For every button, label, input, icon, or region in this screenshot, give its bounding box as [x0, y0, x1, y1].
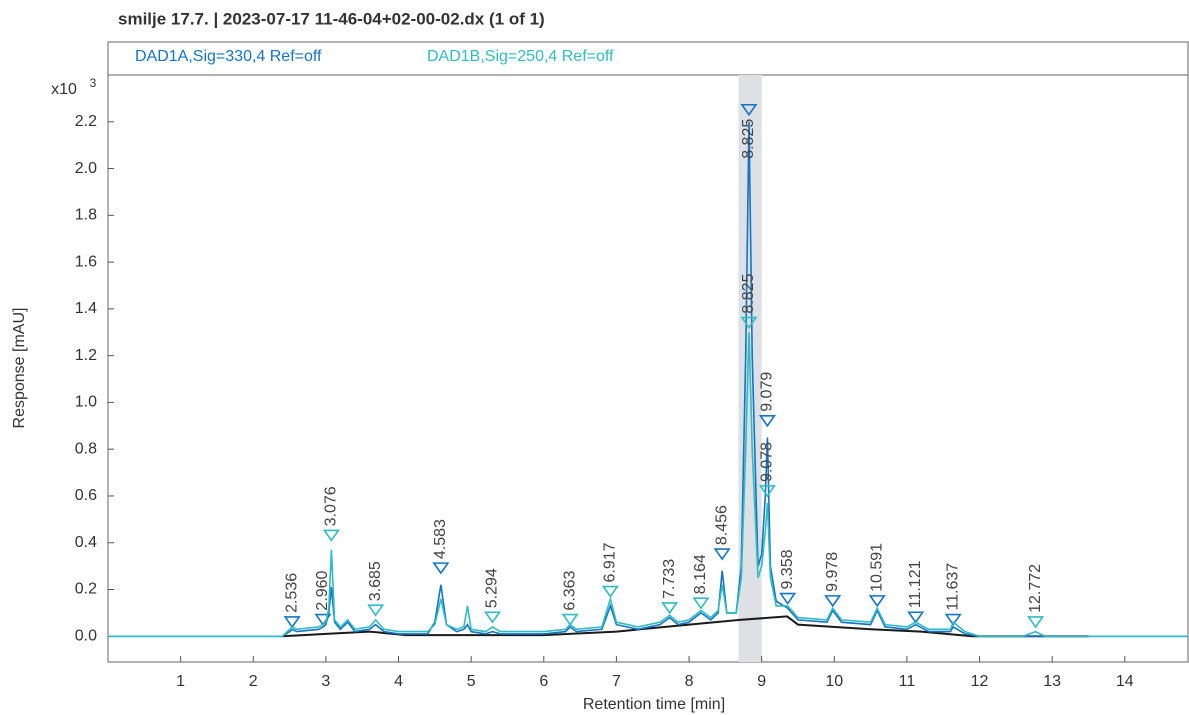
x-tick-label: 12 [971, 673, 989, 690]
x-tick-label: 13 [1043, 673, 1061, 690]
x-tick-label: 1 [176, 673, 185, 690]
y-tick-label: 2.0 [75, 160, 97, 177]
x-tick-label: 7 [612, 673, 621, 690]
peak-marker [483, 611, 502, 624]
x-tick-label: 6 [539, 673, 548, 690]
y-tick-label: 0.0 [75, 627, 97, 644]
peak-label: 9.358 [779, 549, 796, 589]
peak-label: 8.456 [713, 505, 730, 545]
peak-marker [779, 592, 797, 605]
peak-label: 10.591 [868, 543, 885, 592]
x-tick-label: 3 [321, 673, 330, 690]
y-tick-label: 1.2 [75, 347, 97, 364]
peak-marker [907, 611, 925, 624]
legend-entry: DAD1A,Sig=330,4 Ref=off [135, 48, 322, 65]
peak-marker [944, 613, 962, 626]
y-tick-label: 0.8 [75, 440, 97, 457]
x-tick-label: 4 [394, 673, 403, 690]
peak-marker [740, 103, 758, 117]
peak-marker [601, 585, 619, 598]
signal-line [108, 121, 1188, 638]
legend-entry: DAD1B,Sig=250,4 Ref=off [427, 48, 614, 65]
peak-label: 8.825 [740, 273, 757, 313]
peak-label: 3.076 [323, 486, 340, 526]
peak-label: 6.363 [561, 570, 578, 610]
peak-label: 8.164 [692, 554, 709, 594]
peak-label: 6.917 [602, 542, 619, 582]
peak-label: 9.078 [759, 442, 776, 482]
peak-marker [561, 613, 579, 626]
peak-label: 11.637 [944, 563, 961, 611]
x-tick-label: 5 [467, 673, 476, 690]
peak-marker [824, 595, 842, 608]
peak-marker [713, 548, 731, 561]
x-tick-label: 10 [825, 673, 843, 690]
peak-marker [868, 595, 886, 608]
y-tick-label: 2.2 [75, 113, 97, 130]
chart-title: smilje 17.7. | 2023-07-17 11-46-04+02-00… [118, 9, 545, 28]
peak-label: 2.960 [314, 570, 331, 610]
peak-label: 12.772 [1027, 564, 1044, 613]
y-tick-label: 0.6 [75, 487, 97, 504]
peak-marker [322, 529, 340, 542]
x-tick-label: 2 [249, 673, 258, 690]
peak-label: 8.825 [740, 119, 757, 159]
peak-label: 5.294 [484, 568, 501, 608]
peak-label: 2.536 [283, 573, 300, 613]
plot-frame [107, 41, 1189, 663]
x-tick-label: 14 [1116, 673, 1134, 690]
y-tick-label: 1.8 [75, 207, 97, 224]
x-tick-label: 11 [899, 673, 916, 690]
peak-label: 4.583 [432, 519, 449, 559]
signal-line [108, 332, 1188, 638]
peak-marker [758, 414, 776, 428]
peak-marker [740, 316, 758, 329]
peak-label: 9.978 [824, 552, 841, 592]
peak-label: 3.685 [367, 561, 384, 601]
y-multiplier-exp: 3 [90, 76, 97, 90]
y-multiplier: x10 [51, 81, 77, 98]
y-axis-label: Response [mAU] [11, 308, 28, 429]
peak-marker [758, 485, 776, 498]
y-tick-label: 1.4 [75, 300, 97, 317]
peak-marker [367, 604, 385, 617]
y-tick-label: 0.2 [75, 581, 97, 598]
x-axis-label: Retention time [min] [583, 696, 725, 713]
peak-marker [692, 597, 710, 610]
x-tick-label: 8 [685, 673, 694, 690]
y-tick-label: 1.6 [75, 253, 97, 270]
baseline [282, 615, 1089, 638]
peak-label: 7.733 [661, 559, 678, 599]
peak-marker [432, 562, 450, 575]
y-tick-label: 0.4 [75, 534, 97, 551]
peak-marker [661, 602, 679, 615]
peak-label: 9.079 [759, 372, 776, 412]
peak-marker [1027, 616, 1045, 629]
peak-label: 11.121 [907, 560, 924, 608]
x-tick-label: 9 [757, 673, 766, 690]
peak-marker [283, 616, 301, 629]
y-tick-label: 1.0 [75, 394, 97, 411]
